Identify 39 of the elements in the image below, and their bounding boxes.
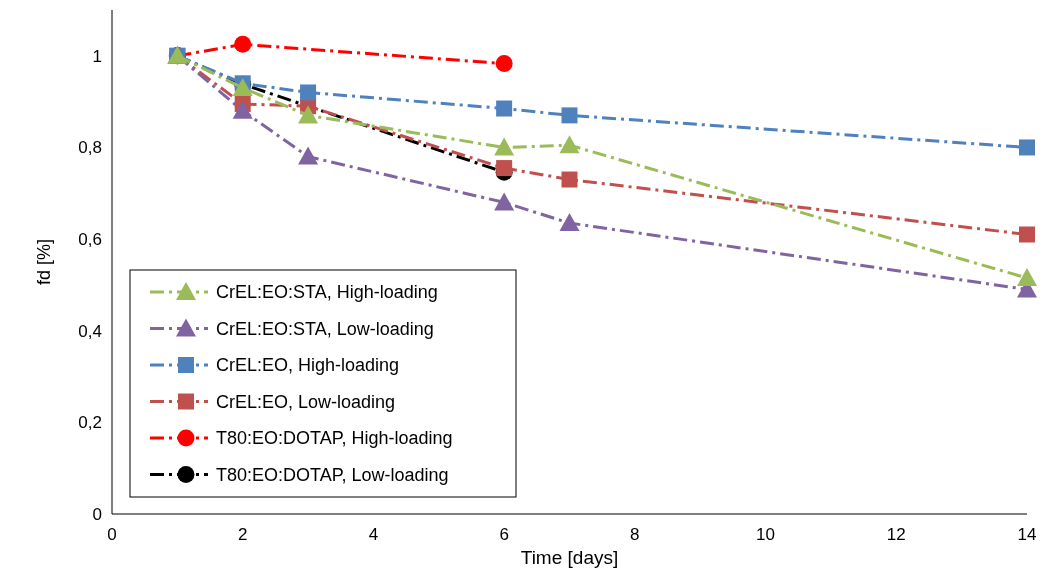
point — [234, 35, 252, 53]
legend-label: T80:EO:DOTAP, Low-loading — [216, 464, 449, 485]
x-tick-label: 4 — [368, 525, 379, 544]
legend-label: CrEL:EO, High-loading — [216, 355, 400, 376]
x-axis-title: Time [days] — [520, 547, 619, 568]
x-tick-label: 14 — [1017, 525, 1037, 544]
point — [495, 55, 513, 73]
point — [561, 171, 578, 188]
x-tick-label: 10 — [756, 525, 776, 544]
x-tick-label: 0 — [107, 525, 117, 544]
y-tick-label: 0,6 — [78, 230, 102, 250]
x-tick-label: 8 — [630, 525, 640, 544]
point — [300, 84, 317, 101]
x-tick-label: 2 — [237, 525, 248, 544]
x-tick-label: 6 — [499, 525, 509, 544]
y-tick-label: 0,4 — [78, 321, 102, 341]
point — [298, 146, 319, 165]
point — [298, 105, 319, 124]
point — [1019, 139, 1035, 156]
legend-label: CrEL:EO, Low-loading — [216, 391, 396, 412]
y-axis-title: fd [%] — [34, 238, 54, 286]
x-tick-label: 12 — [886, 525, 906, 544]
y-tick-label: 1 — [92, 46, 102, 66]
y-tick-label: 0,2 — [78, 413, 102, 433]
point — [561, 107, 578, 124]
point — [496, 160, 513, 177]
point — [1017, 268, 1037, 287]
legend-label: T80:EO:DOTAP, High-loading — [216, 428, 453, 449]
point — [494, 192, 515, 211]
point — [494, 137, 515, 156]
point — [1019, 226, 1035, 243]
point — [496, 100, 513, 117]
point — [232, 100, 253, 119]
point — [559, 213, 580, 232]
legend-label: CrEL:EO:STA, High-loading — [216, 282, 438, 303]
point — [559, 135, 580, 154]
y-tick-label: 0,8 — [78, 138, 102, 158]
legend-label: CrEL:EO:STA, Low-loading — [216, 318, 434, 339]
y-tick-label: 0 — [92, 504, 102, 524]
